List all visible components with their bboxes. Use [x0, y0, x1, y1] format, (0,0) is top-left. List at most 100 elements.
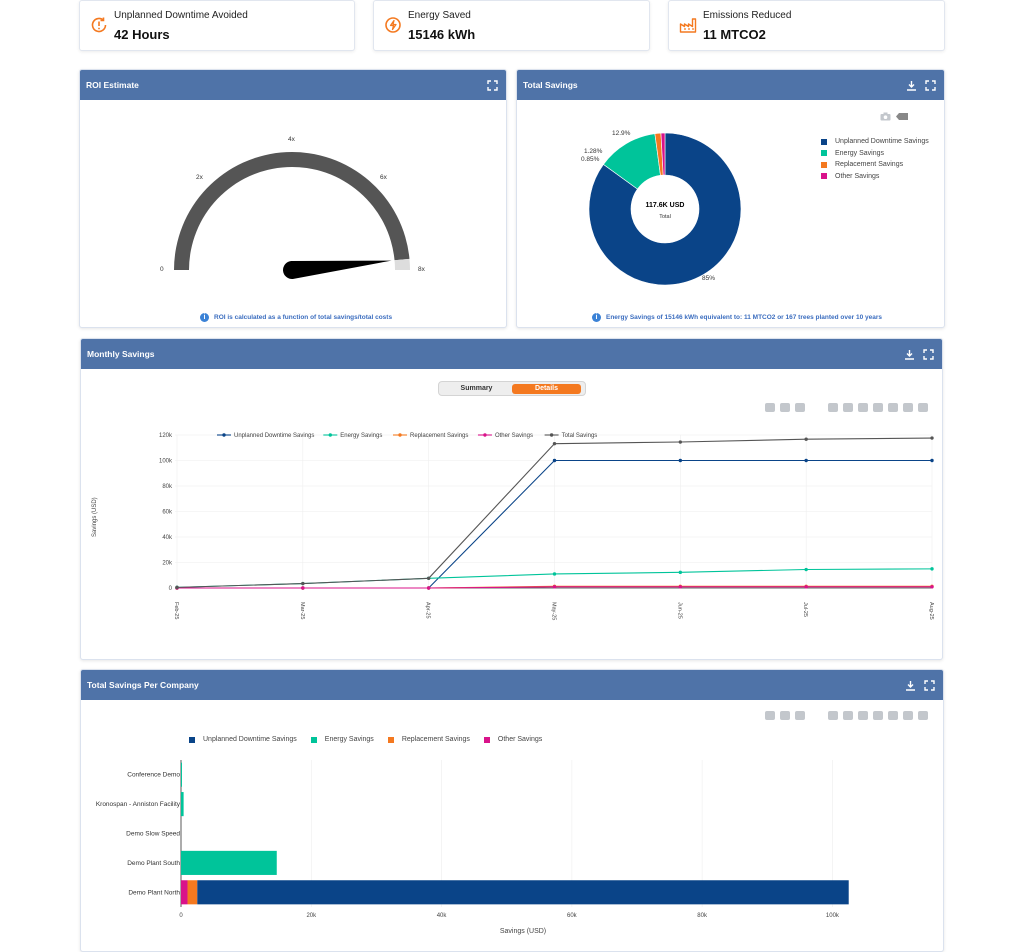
roi-title: ROI Estimate — [86, 80, 139, 90]
data-point — [804, 567, 808, 572]
roi-note-text: ROI is calculated as a function of total… — [214, 314, 393, 321]
zoom-icon[interactable] — [780, 711, 790, 720]
pie-toolbar — [880, 112, 908, 121]
x-tick-label: Feb-25 — [173, 602, 179, 619]
fullscreen-icon[interactable] — [487, 79, 498, 91]
legend-marker — [328, 433, 332, 437]
hover-compare-icon[interactable] — [918, 403, 928, 412]
legend-item[interactable]: Replacement Savings — [821, 160, 929, 170]
download-icon[interactable] — [904, 349, 915, 360]
fullscreen-icon[interactable] — [925, 79, 936, 91]
bar-segment — [181, 850, 277, 875]
data-point — [930, 585, 934, 589]
data-point — [678, 458, 683, 463]
pie-center-value: 117.6K USD — [645, 202, 685, 209]
legend-item[interactable]: Energy Savings — [821, 149, 929, 159]
camera-icon[interactable] — [765, 403, 775, 412]
hover-closest-icon[interactable] — [903, 711, 913, 720]
data-point — [930, 436, 934, 440]
legend-item[interactable]: Other Savings — [483, 735, 542, 745]
line-y-axis-label: Savings (USD) — [92, 497, 98, 537]
roi-info-note: i ROI is calculated as a function of tota… — [200, 313, 392, 322]
tab-details[interactable]: Details — [512, 384, 581, 394]
home-icon[interactable] — [873, 711, 883, 720]
fullscreen-icon[interactable] — [924, 679, 935, 691]
energy-info-note: i Energy Savings of 15146 kWh equivalent … — [592, 313, 882, 322]
legend-label: Replacement Savings — [410, 433, 468, 439]
legend-item[interactable]: Unplanned Downtime Savings — [821, 137, 929, 147]
y-category-label: Demo Plant South — [127, 860, 180, 867]
legend-item[interactable]: Energy Savings — [310, 735, 374, 745]
camera-icon[interactable] — [765, 711, 775, 720]
roi-card: ROI Estimate — [79, 69, 507, 328]
pan-icon[interactable] — [795, 711, 805, 720]
x-tick-label: 0 — [179, 913, 183, 919]
y-tick-label: 40k — [162, 535, 173, 541]
download-icon[interactable] — [905, 680, 916, 691]
monthly-title: Monthly Savings — [87, 349, 155, 359]
data-point — [678, 570, 683, 575]
legend-item[interactable]: Replacement Savings — [387, 735, 470, 745]
data-point — [930, 458, 934, 463]
legend-item[interactable]: Other Savings — [821, 172, 929, 182]
data-point — [804, 437, 808, 441]
x-tick-label: Apr-25 — [425, 602, 431, 619]
zoom-in-icon[interactable] — [828, 711, 838, 720]
data-point — [552, 458, 557, 463]
kpi-label: Unplanned Downtime Avoided — [114, 10, 248, 21]
hover-closest-icon[interactable] — [903, 403, 913, 412]
hover-compare-icon[interactable] — [918, 711, 928, 720]
zoom-in-icon[interactable] — [828, 403, 838, 412]
total-savings-pie — [588, 132, 742, 286]
tab-summary[interactable]: Summary — [460, 385, 493, 392]
fullscreen-icon[interactable] — [923, 348, 934, 360]
legend-marker — [549, 433, 554, 437]
data-point — [678, 440, 683, 444]
pie-slice — [660, 132, 666, 176]
download-icon[interactable] — [906, 80, 917, 91]
zoom-out-icon[interactable] — [843, 711, 853, 720]
y-tick-label: 20k — [162, 561, 173, 567]
data-point — [426, 576, 431, 581]
camera-icon[interactable] — [880, 112, 891, 121]
spike-lines-icon[interactable] — [888, 403, 898, 412]
y-category-label: Kronospan - Anniston Facility — [96, 801, 181, 808]
y-category-label: Conference Demo — [127, 772, 180, 779]
data-point — [552, 572, 557, 576]
roi-gauge — [174, 151, 410, 279]
legend-item[interactable]: Unplanned Downtime Savings — [189, 735, 297, 745]
gauge-tick-label: 4x — [288, 136, 295, 143]
y-category-label: Demo Slow Speed — [126, 831, 180, 838]
energy-bolt-icon — [385, 17, 401, 33]
data-point — [301, 586, 305, 590]
gauge-track — [174, 151, 410, 270]
y-tick-label: 100k — [159, 459, 173, 465]
bar-segment — [187, 880, 198, 905]
x-axis-label: Savings (USD) — [500, 928, 546, 935]
pie-slice-label: 0.85% — [581, 156, 600, 163]
bar-legend: Unplanned Downtime Savings Energy Saving… — [189, 735, 542, 745]
autoscale-icon[interactable] — [858, 403, 868, 412]
x-tick-label: 40k — [437, 913, 448, 919]
autoscale-icon[interactable] — [858, 711, 868, 720]
legend-label: Unplanned Downtime Savings — [234, 433, 314, 439]
legend-label: Total Savings — [562, 433, 598, 439]
pan-icon[interactable] — [795, 403, 805, 412]
kpi-label: Emissions Reduced — [703, 10, 792, 21]
kpi-card-downtime: Unplanned Downtime Avoided 42 Hours — [79, 0, 355, 51]
data-point — [552, 441, 557, 446]
kpi-value: 15146 kWh — [408, 27, 476, 42]
home-icon[interactable] — [873, 403, 883, 412]
spike-lines-icon[interactable] — [888, 711, 898, 720]
zoom-out-icon[interactable] — [843, 403, 853, 412]
kpi-card-emissions: Emissions Reduced 11 MTCO2 — [668, 0, 945, 51]
data-point — [552, 585, 557, 589]
y-tick-label: 80k — [162, 484, 173, 490]
zoom-icon[interactable] — [780, 403, 790, 412]
data-point — [175, 585, 179, 590]
total-savings-title: Total Savings — [523, 80, 578, 90]
tag-icon[interactable] — [896, 113, 908, 120]
gauge-end — [394, 258, 410, 270]
info-icon: i — [592, 313, 601, 322]
